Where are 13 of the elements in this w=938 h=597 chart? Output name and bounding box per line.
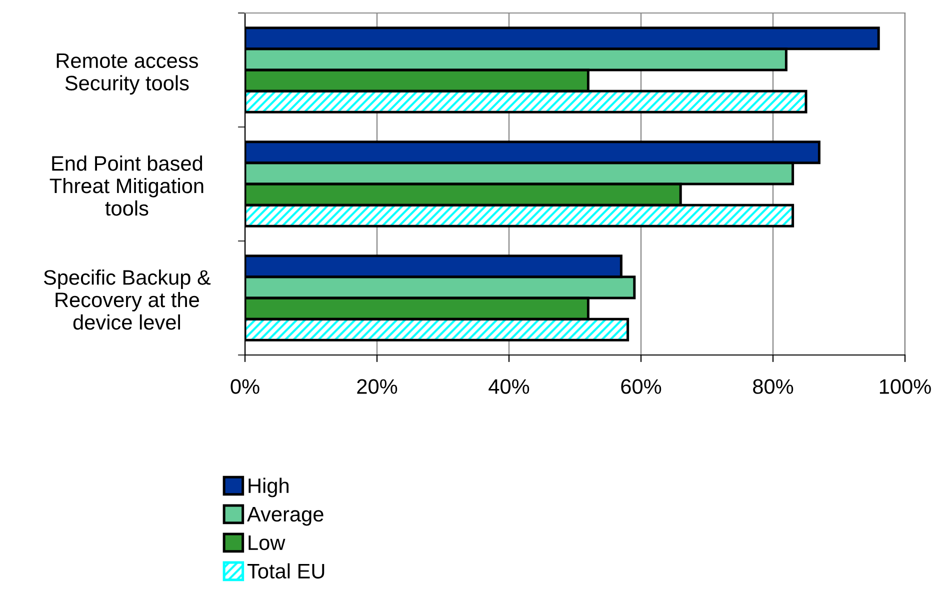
x-tick-label: 0%: [230, 379, 260, 394]
y-tick-label: Specific Backup & Recovery at the device level: [44, 270, 211, 330]
x-tick-label: 100%: [880, 379, 931, 394]
y-tick-label: Remote access Security tools: [56, 54, 198, 95]
x-tick-label: 60%: [621, 379, 662, 394]
legend-label: Low: [248, 536, 286, 550]
x-tick-label: 80%: [753, 379, 794, 394]
y-tick-label: End Point based Threat Mitigation tools: [50, 156, 204, 216]
legend-label: High: [248, 478, 288, 498]
legend-label: Total EU: [247, 563, 324, 579]
legend-label: Average: [247, 507, 324, 526]
x-tick-label: 20%: [357, 379, 398, 394]
x-tick-label: 40%: [488, 379, 530, 394]
